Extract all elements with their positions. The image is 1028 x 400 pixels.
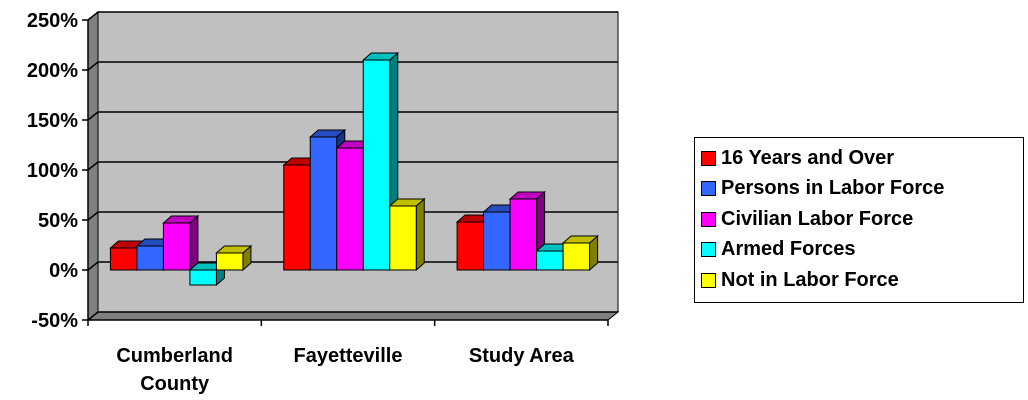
bar-front — [362, 59, 391, 271]
bar-front — [509, 198, 538, 271]
bar-front — [215, 252, 244, 271]
legend-swatch — [701, 211, 716, 227]
bar — [361, 51, 400, 272]
y-tick-labels: 250% 200% 150% 100% 50% 0% -50% — [27, 10, 78, 332]
legend-item: Armed Forces — [701, 238, 856, 262]
legend: 16 Years and Over Persons in Labor Force C… — [694, 137, 1024, 303]
gridline — [87, 161, 618, 171]
bar-front — [562, 242, 591, 271]
y-tick-label: 200% — [27, 60, 78, 82]
category-labels: Cumberland County Fayetteville Study Area — [116, 345, 574, 395]
legend-label: Persons in Labor Force — [721, 177, 945, 199]
legend-label: Not in Labor Force — [721, 268, 899, 291]
bar-side — [415, 197, 425, 272]
category-label: Cumberland County — [116, 345, 233, 395]
bar — [561, 234, 599, 272]
category-label: Fayetteville — [294, 345, 403, 367]
legend-item: Civilian Labor Force — [701, 207, 913, 231]
legend-label: Civilian Labor Force — [721, 207, 914, 230]
bar-front — [189, 269, 217, 286]
legend-item: Not in Labor Force — [701, 268, 899, 292]
bar-front — [136, 245, 164, 271]
bar-front — [389, 205, 417, 271]
legend-swatch — [701, 150, 716, 166]
gridline — [87, 111, 618, 121]
bar — [215, 244, 253, 272]
legend-swatch — [701, 181, 716, 196]
bar — [162, 214, 200, 272]
gridline — [87, 261, 618, 271]
y-tick-label: 100% — [27, 160, 78, 182]
gridlines — [87, 11, 618, 321]
bar-front — [162, 222, 191, 271]
axes — [82, 19, 609, 326]
bar-front — [536, 250, 564, 271]
legend-swatch — [701, 242, 716, 257]
gridline — [87, 11, 618, 21]
bar-front — [283, 164, 311, 271]
gridline — [87, 61, 618, 71]
gridline — [87, 311, 618, 321]
legend-item: 16 Years and Over — [701, 146, 894, 170]
bar-front — [483, 211, 511, 271]
bar-side — [189, 214, 199, 272]
floor — [86, 311, 620, 321]
bar-front — [336, 147, 364, 271]
category-label: Study Area — [469, 345, 575, 367]
y-tick-label: 250% — [27, 10, 78, 32]
bar-front — [109, 247, 138, 271]
legend-label: 16 Years and Over — [721, 146, 895, 169]
y-tick-label: 0% — [49, 260, 78, 282]
bars — [109, 51, 599, 287]
y-tick-label: 150% — [27, 110, 78, 132]
bar-front — [456, 221, 485, 271]
legend-swatch — [701, 272, 716, 288]
y-tick-label: 50% — [38, 210, 78, 232]
y-tick-label: -50% — [31, 310, 78, 332]
legend-label: Armed Forces — [721, 238, 856, 260]
bar-front — [309, 136, 338, 271]
gridline — [87, 211, 618, 221]
bar — [388, 197, 426, 272]
legend-item: Persons in Labor Force — [701, 177, 944, 201]
